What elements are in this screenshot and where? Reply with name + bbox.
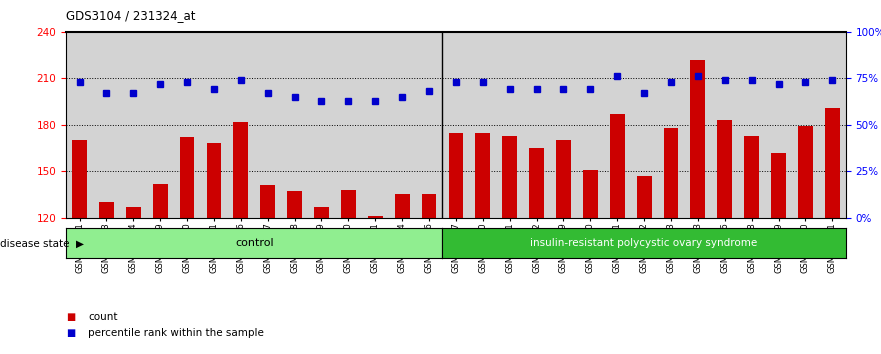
Bar (287, 192, 302, 218)
Bar (180, 137, 195, 218)
Bar (771, 153, 786, 218)
Text: disease state  ▶: disease state ▶ (0, 238, 84, 249)
Bar (422, 194, 436, 218)
Bar (637, 176, 652, 218)
Text: GDS3104 / 231324_at: GDS3104 / 231324_at (66, 9, 196, 22)
Bar (99, 202, 114, 218)
Bar (448, 132, 463, 218)
Bar (206, 143, 221, 218)
Bar (798, 126, 813, 218)
Bar (663, 128, 678, 218)
Bar (691, 60, 706, 218)
Bar (610, 114, 625, 218)
Bar (233, 122, 248, 218)
Bar (126, 207, 141, 218)
Text: count: count (88, 312, 117, 322)
Bar (529, 148, 544, 218)
Bar (717, 120, 732, 218)
Text: percentile rank within the sample: percentile rank within the sample (88, 328, 264, 338)
Bar (744, 136, 759, 218)
Bar (341, 190, 356, 218)
Bar (583, 170, 597, 218)
Text: ■: ■ (66, 312, 75, 322)
Text: control: control (235, 238, 274, 249)
Text: ■: ■ (66, 328, 75, 338)
Bar (825, 108, 840, 218)
Text: insulin-resistant polycystic ovary syndrome: insulin-resistant polycystic ovary syndr… (530, 238, 758, 249)
Bar (72, 140, 87, 218)
Bar (556, 140, 571, 218)
Bar (395, 194, 410, 218)
Bar (502, 136, 517, 218)
Bar (260, 185, 275, 218)
Bar (368, 216, 382, 218)
Bar (315, 207, 329, 218)
Bar (476, 132, 490, 218)
Bar (152, 184, 167, 218)
